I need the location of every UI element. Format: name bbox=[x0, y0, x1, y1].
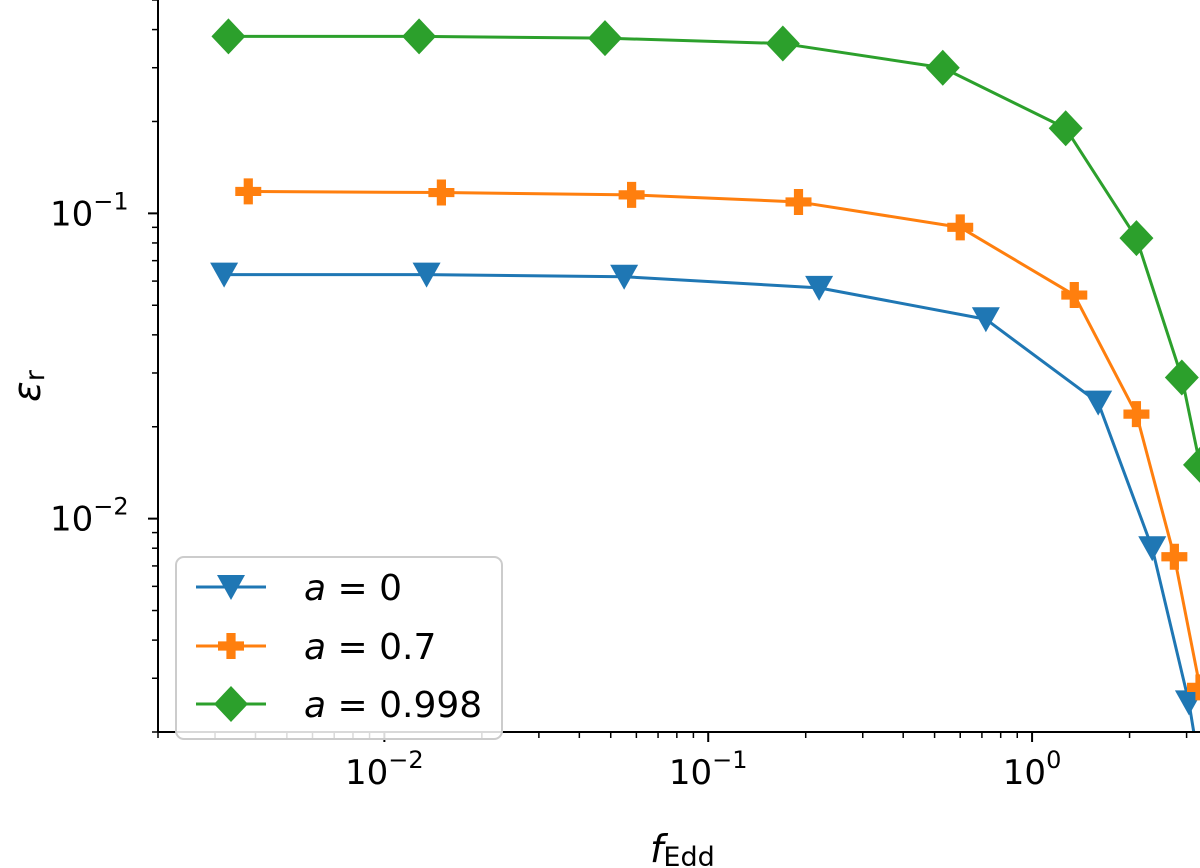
series-1 bbox=[235, 178, 1200, 701]
data-point-2-4 bbox=[925, 49, 960, 86]
legend-label-0: a = 0 bbox=[304, 568, 402, 609]
legend: a = 0 a = 0.7 a = 0.998 bbox=[175, 556, 503, 740]
data-point-1-2 bbox=[618, 181, 645, 208]
data-point-0-7 bbox=[1174, 690, 1200, 716]
data-point-0-5 bbox=[1084, 390, 1113, 416]
data-point-2-3 bbox=[765, 25, 800, 62]
data-point-1-8 bbox=[1187, 674, 1200, 701]
data-point-0-0 bbox=[210, 262, 239, 288]
data-point-1-7 bbox=[1161, 543, 1188, 570]
data-point-0-2 bbox=[610, 264, 639, 290]
data-point-0-4 bbox=[971, 307, 1000, 333]
legend-label-2: a = 0.998 bbox=[304, 685, 482, 726]
data-point-0-3 bbox=[805, 275, 834, 301]
legend-label-1: a = 0.7 bbox=[304, 627, 436, 668]
data-point-2-0 bbox=[211, 18, 246, 55]
legend-frame bbox=[175, 556, 503, 740]
y-axis-label: εr bbox=[5, 369, 51, 402]
data-point-1-1 bbox=[428, 179, 455, 206]
data-point-2-6 bbox=[1119, 220, 1154, 257]
data-point-1-0 bbox=[235, 178, 262, 205]
series-0 bbox=[210, 262, 1200, 783]
data-point-2-1 bbox=[402, 18, 437, 55]
series-2 bbox=[211, 18, 1200, 483]
y-axis-label-sub: r bbox=[20, 369, 51, 381]
legend-marker-2 bbox=[214, 686, 248, 722]
series-layer bbox=[210, 18, 1200, 783]
legend-entry-0: a = 0 bbox=[196, 568, 402, 609]
x-axis-label: fEdd bbox=[650, 827, 715, 868]
data-point-2-5 bbox=[1048, 110, 1083, 147]
series-line-2 bbox=[228, 34, 1200, 466]
x-tick-label-1: 10−1 bbox=[669, 746, 748, 793]
x-axis-label-sub: Edd bbox=[663, 842, 714, 868]
legend-marker-1 bbox=[218, 633, 244, 659]
legend-entry-1: a = 0.7 bbox=[196, 627, 436, 668]
y-tick-label-0: 10−2 bbox=[50, 493, 129, 540]
data-point-1-6 bbox=[1123, 401, 1150, 428]
data-point-0-1 bbox=[412, 262, 441, 288]
data-point-0-8 bbox=[1186, 758, 1200, 783]
legend-entry-2: a = 0.998 bbox=[196, 685, 482, 726]
legend-marker-0 bbox=[217, 575, 245, 600]
data-point-1-4 bbox=[947, 214, 974, 241]
data-point-2-8 bbox=[1183, 446, 1200, 483]
x-tick-label-2: 100 bbox=[1003, 746, 1062, 793]
data-point-2-2 bbox=[587, 20, 622, 57]
data-point-2-7 bbox=[1164, 359, 1199, 396]
data-point-1-3 bbox=[785, 188, 812, 215]
data-point-0-6 bbox=[1138, 536, 1167, 562]
x-tick-label-0: 10−2 bbox=[345, 746, 424, 793]
ticks-layer: 10−2 10−1 100 10−2 10−1 bbox=[50, 0, 1188, 793]
data-point-1-5 bbox=[1061, 282, 1088, 309]
y-tick-label-1: 10−1 bbox=[50, 187, 129, 234]
